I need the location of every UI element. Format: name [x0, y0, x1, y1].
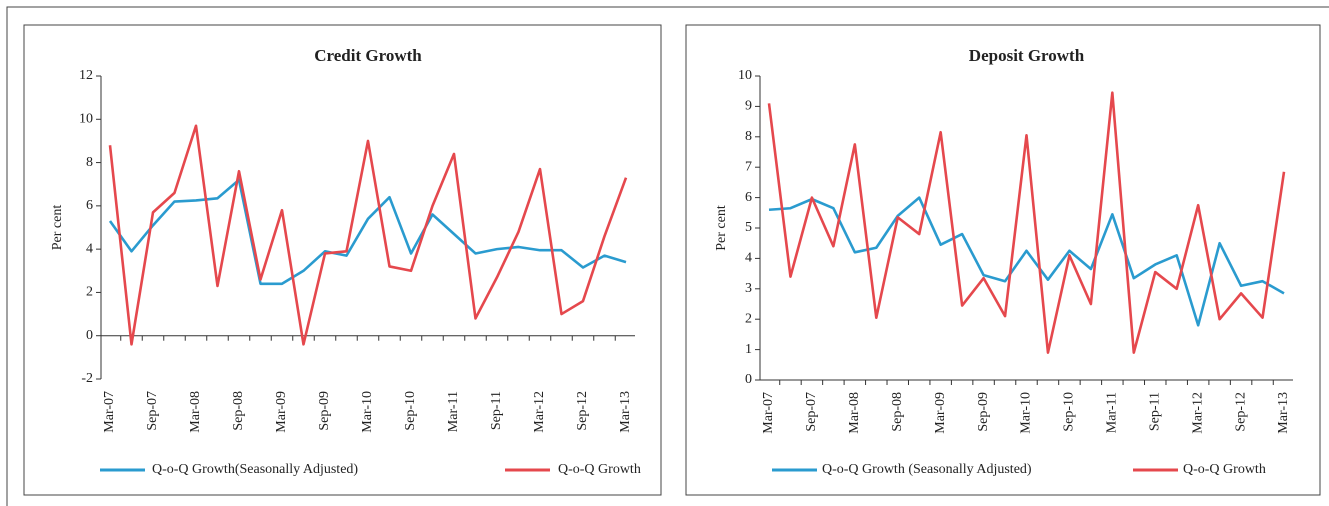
y-tick-label: -2: [81, 371, 93, 386]
x-tick-label: Sep-12: [575, 391, 590, 431]
chart-title: Credit Growth: [314, 46, 422, 65]
x-tick-label: Mar-12: [532, 391, 547, 433]
x-tick-label: Sep-08: [890, 392, 905, 432]
panel: [685, 24, 1321, 496]
y-tick-label: 6: [745, 190, 752, 205]
x-tick-label: Mar-09: [274, 391, 289, 433]
y-tick-label: 10: [79, 112, 93, 127]
y-tick-label: 8: [745, 129, 752, 144]
x-tick-label: Mar-13: [618, 391, 633, 433]
x-tick-label: Mar-13: [1276, 392, 1291, 434]
data-line: [108, 178, 627, 286]
y-tick-label: 9: [745, 99, 752, 114]
y-tick-label: 0: [86, 328, 93, 343]
panel: [23, 24, 662, 496]
y-tick-label: 12: [79, 68, 93, 83]
y-tick-label: 2: [745, 311, 752, 326]
y-tick-label: 1: [745, 342, 752, 357]
y-axis-label: Per cent: [714, 205, 729, 251]
data-line: [108, 124, 628, 346]
x-tick-label: Mar-11: [446, 391, 461, 432]
y-tick-label: 0: [745, 372, 752, 387]
y-tick-label: 10: [738, 68, 752, 83]
legend-label: Q-o-Q Growth (Seasonally Adjusted): [822, 462, 1032, 477]
y-axis-label: Per cent: [50, 205, 65, 251]
y-tick-label: 2: [86, 285, 93, 300]
legend-label: Q-o-Q Growth(Seasonally Adjusted): [152, 462, 358, 477]
data-line: [768, 196, 1285, 327]
x-tick-label: Sep-10: [403, 391, 418, 431]
x-tick-label: Mar-11: [1105, 392, 1120, 433]
x-tick-label: Sep-07: [804, 392, 819, 432]
legend-label: Q-o-Q Growth: [558, 462, 641, 477]
chart-title: Deposit Growth: [969, 46, 1085, 65]
x-tick-label: Sep-07: [145, 391, 160, 431]
y-tick-label: 6: [86, 198, 93, 213]
data-line: [767, 91, 1286, 354]
x-tick-label: Mar-08: [188, 391, 203, 433]
x-tick-label: Mar-10: [1019, 392, 1034, 434]
y-tick-label: 4: [86, 241, 93, 256]
y-tick-label: 4: [745, 251, 752, 266]
x-tick-label: Mar-12: [1190, 392, 1205, 434]
legend-label: Q-o-Q Growth: [1183, 462, 1266, 477]
x-tick-label: Mar-08: [847, 392, 862, 434]
y-tick-label: 7: [745, 159, 752, 174]
x-tick-label: Sep-11: [489, 391, 504, 430]
x-tick-label: Sep-08: [231, 391, 246, 431]
y-tick-label: 5: [745, 220, 752, 235]
x-tick-label: Sep-09: [976, 392, 991, 432]
x-tick-label: Mar-07: [102, 391, 117, 433]
x-tick-label: Mar-10: [360, 391, 375, 433]
y-tick-label: 8: [86, 155, 93, 170]
x-tick-label: Mar-09: [933, 392, 948, 434]
x-tick-label: Sep-11: [1147, 392, 1162, 431]
x-tick-label: Sep-09: [317, 391, 332, 431]
x-tick-label: Sep-12: [1233, 392, 1248, 432]
frame: [6, 6, 1329, 506]
y-tick-label: 3: [745, 281, 752, 296]
x-tick-label: Sep-10: [1062, 392, 1077, 432]
x-tick-label: Mar-07: [761, 392, 776, 434]
